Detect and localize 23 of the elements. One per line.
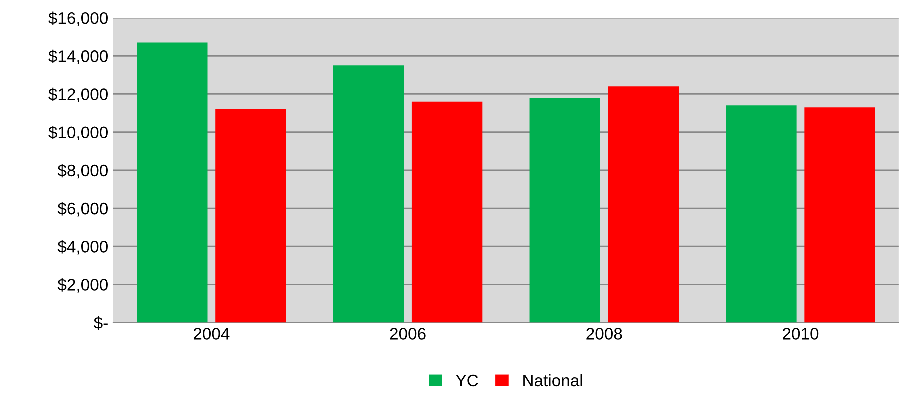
bar xyxy=(530,98,600,323)
legend-label: National xyxy=(524,374,582,387)
y-tick-label: $10,000 xyxy=(48,126,108,140)
y-tick-label: $8,000 xyxy=(58,164,108,179)
y-tick-label: $4,000 xyxy=(58,240,108,255)
y-tick-label: $2,000 xyxy=(58,278,108,293)
y-tick-label: $6,000 xyxy=(58,202,108,217)
x-tick-label: 2008 xyxy=(586,328,622,340)
y-tick-label: $14,000 xyxy=(48,50,108,64)
x-tick-label: 2010 xyxy=(783,328,819,340)
bar xyxy=(804,108,876,323)
legend-label: YC xyxy=(456,374,478,387)
bar xyxy=(412,102,483,323)
bar xyxy=(216,109,286,323)
y-tick-label: $- xyxy=(94,316,108,330)
y-tick-label: $12,000 xyxy=(48,88,108,102)
bar xyxy=(726,106,797,323)
bar xyxy=(333,66,404,323)
x-tick-label: 2004 xyxy=(194,328,230,340)
x-tick-label: 2006 xyxy=(390,328,426,340)
bar xyxy=(137,42,208,323)
bar xyxy=(608,86,679,323)
y-tick-label: $16,000 xyxy=(48,12,108,26)
